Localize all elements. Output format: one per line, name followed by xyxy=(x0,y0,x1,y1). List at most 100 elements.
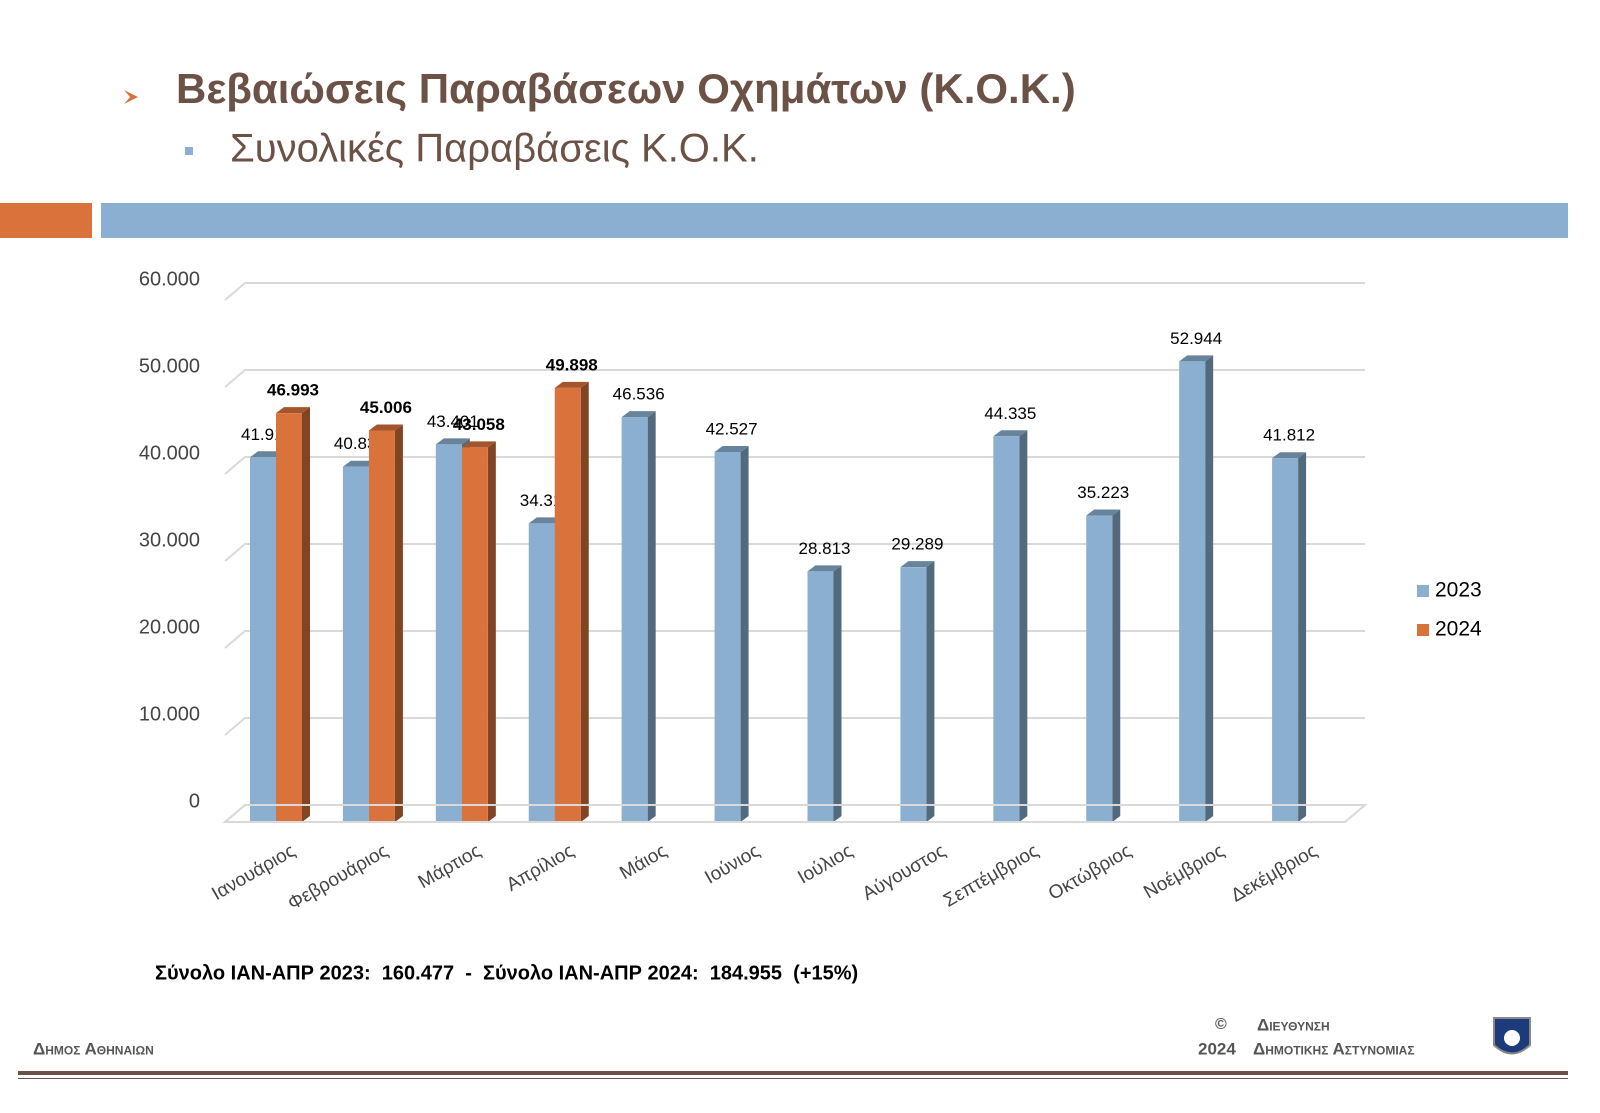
footer-line2: Δημοτικης Αστυνομιας xyxy=(1253,1039,1415,1058)
bar-face xyxy=(276,413,302,822)
bar-face xyxy=(394,424,403,822)
bar-face xyxy=(833,565,842,822)
y-tick-label: 60.000 xyxy=(139,268,200,290)
bar-face xyxy=(342,466,369,822)
value-label: 46.993 xyxy=(267,381,319,400)
subtitle: Συνολικές Παραβάσεις Κ.Ο.Κ. xyxy=(230,127,759,171)
bar-face xyxy=(900,567,927,822)
bar-face xyxy=(250,451,284,458)
value-label: 35.223 xyxy=(1077,483,1129,502)
footer-copyright: © xyxy=(1215,1016,1227,1033)
bar-face xyxy=(993,430,1028,437)
bar-face xyxy=(900,561,935,568)
value-label: 41.812 xyxy=(1263,426,1315,445)
bar xyxy=(900,561,935,822)
grid-line xyxy=(224,717,1365,736)
grid-line xyxy=(224,630,1365,649)
bar-face xyxy=(580,381,589,822)
bar xyxy=(1086,509,1121,822)
bar-face xyxy=(1272,458,1299,822)
footer-rule-thin xyxy=(18,1078,1568,1079)
bar-face xyxy=(276,407,310,414)
bar xyxy=(1179,355,1214,822)
bar-face xyxy=(554,387,581,822)
bar-face xyxy=(714,446,749,453)
x-tick-label: Σεπτέμβριος xyxy=(940,840,1042,911)
bar xyxy=(276,407,310,822)
value-label: 44.335 xyxy=(984,404,1036,423)
bar-face xyxy=(714,452,741,822)
bar-face xyxy=(1179,361,1206,822)
note: Σύνολο ΙΑΝ-ΑΠΡ 2023: 160.477 - Σύνολο ΙΑ… xyxy=(155,962,858,984)
bar-face xyxy=(926,561,935,822)
y-tick-label: 0 xyxy=(189,790,200,812)
bar-face xyxy=(461,447,488,822)
bar-face xyxy=(1298,452,1307,822)
bullet-arrow xyxy=(124,90,138,104)
y-tick-label: 30.000 xyxy=(139,529,200,551)
bar-face xyxy=(621,411,656,418)
bar-face xyxy=(1272,452,1307,459)
x-tick-label: Δεκέμβριος xyxy=(1228,840,1321,906)
x-tick-label: Αύγουστος xyxy=(859,840,949,904)
bar-face xyxy=(1179,355,1214,362)
bar-face xyxy=(487,441,496,822)
y-tick-label: 40.000 xyxy=(139,442,200,464)
bar xyxy=(461,441,496,822)
bullet-square xyxy=(185,147,193,155)
logo xyxy=(1493,1017,1531,1055)
value-label: 43.058 xyxy=(453,415,505,434)
y-tick-label: 50.000 xyxy=(139,355,200,377)
x-tick-label: Οκτώβριος xyxy=(1045,840,1135,904)
bar xyxy=(368,424,403,822)
bar-face xyxy=(554,381,589,388)
title: Βεβαιώσεις Παραβάσεων Οχημάτων (Κ.Ο.Κ.) xyxy=(176,65,1076,112)
x-tick-label: Ιούνιος xyxy=(701,840,763,888)
band-blue xyxy=(101,203,1568,238)
x-tick-label: Νοέμβριος xyxy=(1140,840,1228,903)
grid-line xyxy=(224,282,1365,301)
value-label: 42.527 xyxy=(706,419,758,438)
footer-line1: Διευθυνση xyxy=(1257,1015,1330,1034)
bar-face xyxy=(1086,509,1121,516)
legend-swatch xyxy=(1417,624,1429,636)
bar-face xyxy=(368,424,403,431)
value-label: 45.006 xyxy=(360,398,412,417)
bar-face xyxy=(1086,515,1113,822)
bar-face xyxy=(342,460,377,467)
bar-face xyxy=(528,517,563,524)
bar xyxy=(714,446,749,822)
bar-face xyxy=(1019,430,1028,822)
x-tick-label: Μάρτιος xyxy=(415,840,485,893)
value-label: 28.813 xyxy=(799,539,851,558)
footer-left: Δημος Αθηναιων xyxy=(33,1039,154,1058)
value-label: 43.401 xyxy=(427,412,479,431)
legend-swatch xyxy=(1417,585,1429,597)
bar-face xyxy=(1112,509,1121,822)
y-tick-label: 10.000 xyxy=(139,703,200,725)
bar-face xyxy=(528,523,555,822)
bar-face xyxy=(368,430,395,822)
bar xyxy=(621,411,656,822)
x-tick-label: Απρίλιος xyxy=(503,840,578,895)
value-label: 46.536 xyxy=(613,385,665,404)
bar xyxy=(993,430,1028,822)
floor xyxy=(222,804,1368,823)
value-label: 29.289 xyxy=(891,535,943,554)
grid-line xyxy=(224,543,1365,562)
bar-face xyxy=(435,438,470,445)
bar-face xyxy=(807,565,842,572)
bar-face xyxy=(993,436,1020,822)
grid-line xyxy=(224,369,1365,388)
bar xyxy=(554,381,589,822)
bar xyxy=(807,565,842,822)
bar-face xyxy=(1205,355,1214,822)
x-tick-label: Ιούλιος xyxy=(794,840,856,888)
legend-label: 2023 xyxy=(1435,579,1482,602)
bar-face xyxy=(647,411,656,822)
x-tick-label: Φεβρουάριος xyxy=(284,840,392,914)
grid-line xyxy=(224,456,1365,475)
value-label: 49.898 xyxy=(546,355,598,374)
bar-face xyxy=(740,446,749,822)
